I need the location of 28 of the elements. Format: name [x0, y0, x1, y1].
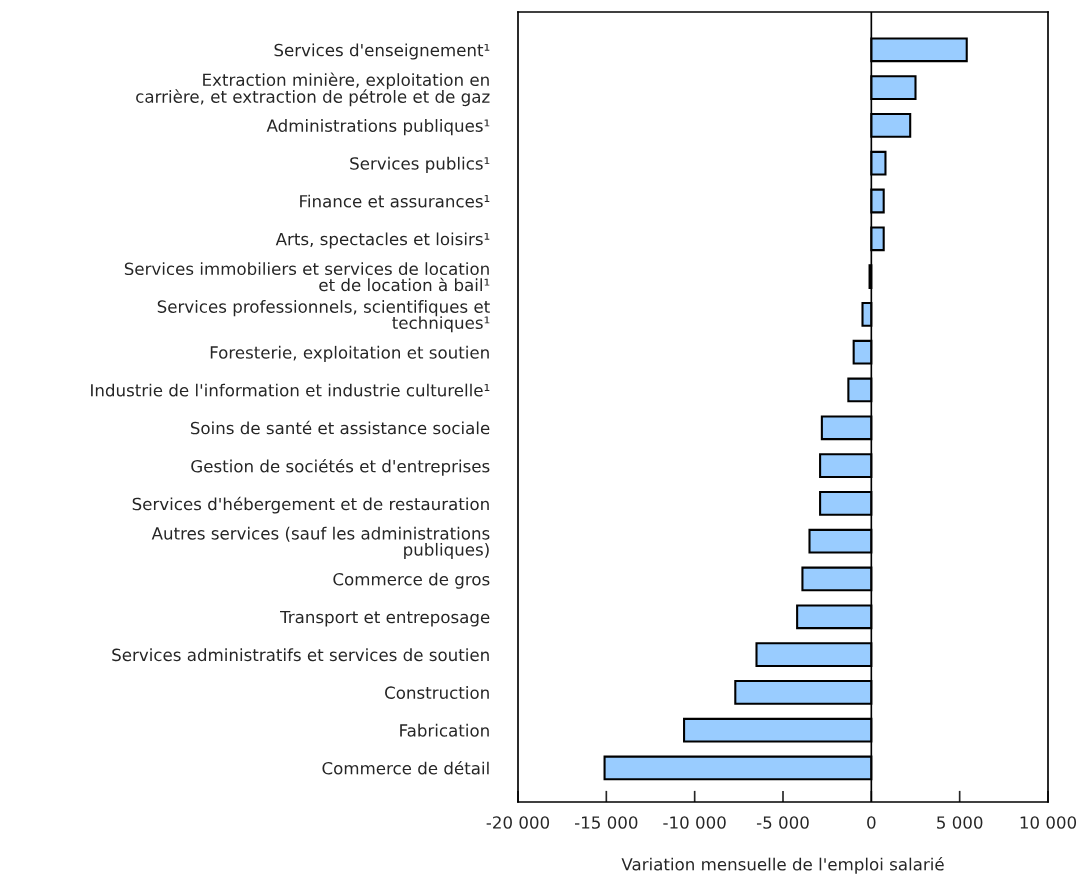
y-tick-label: Fabrication — [400, 723, 489, 737]
x-tick-label: -15 000 — [574, 816, 638, 829]
x-axis-title: Variation mensuelle de l'emploi salarié — [621, 857, 944, 874]
y-tick-label: Commerce de gros — [333, 572, 490, 589]
x-tick-label: -10 000 — [663, 816, 726, 829]
x-tick-label: 0 — [867, 816, 876, 829]
y-tick-label: Services immobiliers et services de location et de location à bail¹ — [124, 262, 490, 292]
x-tick-label: -5 000 — [756, 816, 809, 829]
y-tick-label: Arts, spectacles et loisirs¹ — [275, 232, 490, 249]
x-tick-label: 5 000 — [937, 816, 983, 829]
y-tick-label: Administrations publiques¹ — [266, 119, 490, 136]
y-tick-label: Commerce de détail — [322, 760, 489, 775]
y-tick-label: Gestion de sociétés et d'entreprises — [191, 458, 490, 476]
x-tick-label: -20 000 — [486, 816, 550, 829]
y-tick-label: Services d'hébergement et de restauration — [132, 496, 489, 514]
y-tick-label: Services professionnels, scientifiques et techniques¹ — [157, 300, 490, 333]
y-tick-label: Autres services (sauf les administrations publiques) — [151, 526, 490, 560]
y-tick-label: Finance et assurances¹ — [300, 194, 490, 208]
y-tick-label: Transport et entreposage — [280, 610, 490, 627]
y-tick-label: Construction — [385, 686, 489, 699]
x-tick-label: 10 000 — [1020, 816, 1077, 829]
y-tick-label: Services d'enseignement¹ — [274, 43, 490, 60]
y-tick-label: Extraction minière, exploitation en carrière, et extraction de pétrole et de gaz — [136, 72, 490, 107]
y-tick-label: Services administratifs et services de soutien — [112, 648, 489, 662]
y-tick-label: Foresterie, exploitation et soutien — [210, 345, 489, 362]
y-tick-label: Soins de santé et assistance sociale — [190, 420, 490, 435]
y-tick-label: Services publics¹ — [350, 156, 490, 173]
y-tick-label: Industrie de l'information et industrie culturelle¹ — [91, 383, 490, 397]
